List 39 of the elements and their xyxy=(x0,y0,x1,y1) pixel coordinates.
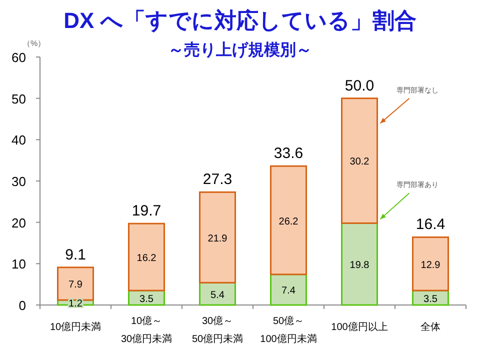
data-label: 21.9 xyxy=(208,233,228,244)
bar xyxy=(341,98,378,224)
x-tick-label: 全体 xyxy=(420,321,440,333)
bar xyxy=(270,165,307,276)
x-tick-label: 30億～ 50億円未満 xyxy=(192,315,244,345)
total-label: 19.7 xyxy=(132,202,162,220)
bar xyxy=(341,222,378,306)
total-label: 50.0 xyxy=(344,77,374,94)
data-label: 7.9 xyxy=(68,280,83,291)
x-tick-label: 10億～ 30億円未満 xyxy=(120,315,172,345)
bar xyxy=(199,191,236,284)
total-label: 16.4 xyxy=(416,216,446,234)
chart-title: DX へ「すでに対応している」割合 xyxy=(64,8,416,33)
data-label: 3.5 xyxy=(424,294,438,305)
chart-subtitle: ～売り上げ規模別～ xyxy=(168,41,312,59)
bar xyxy=(128,222,165,292)
total-label: 33.6 xyxy=(274,145,304,162)
data-label: 16.2 xyxy=(136,253,157,264)
data-label: 19.8 xyxy=(350,260,370,272)
x-tick-label: 50億～ 100億円未満 xyxy=(260,315,317,345)
y-tick-label: 30 xyxy=(12,174,26,189)
data-label: 12.9 xyxy=(420,260,441,271)
x-tick-label: 100億円以上 xyxy=(331,321,388,333)
data-label: 7.4 xyxy=(282,286,296,297)
y-tick-label: 50 xyxy=(12,91,26,106)
total-label: 9.1 xyxy=(65,246,86,264)
y-tick-label: 20 xyxy=(12,215,26,230)
data-label: 3.5 xyxy=(140,294,154,305)
data-label: 5.4 xyxy=(210,290,225,301)
bar xyxy=(412,236,449,292)
y-tick-label: 40 xyxy=(12,132,26,148)
x-tick-label: 10億円未満 xyxy=(50,321,102,333)
data-label: 30.2 xyxy=(350,156,370,168)
y-tick-label: 60 xyxy=(12,50,26,65)
total-label: 27.3 xyxy=(202,171,232,188)
y-tick-label: 0 xyxy=(18,298,26,313)
y-axis-title: （%） xyxy=(22,39,46,48)
y-tick-label: 10 xyxy=(12,256,26,272)
data-label: 26.2 xyxy=(278,216,299,228)
